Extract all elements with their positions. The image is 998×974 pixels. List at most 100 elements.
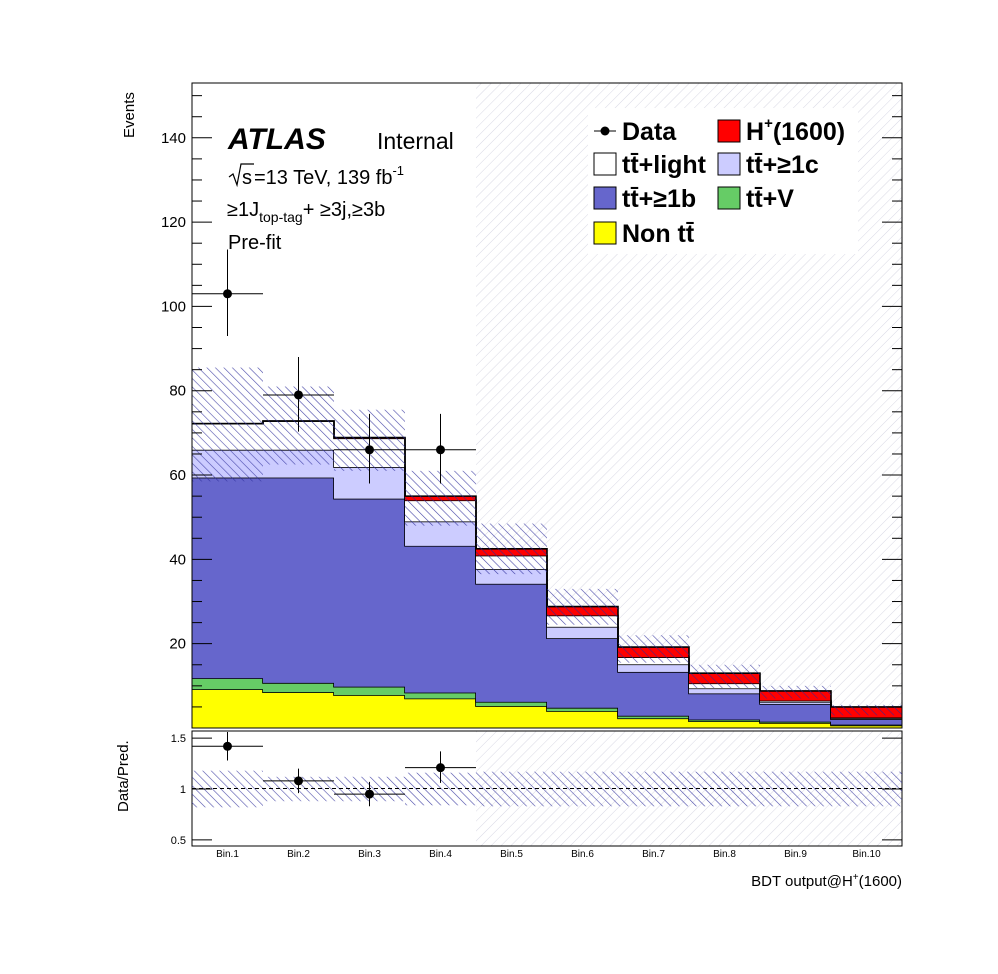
ratio-point-bin3 — [334, 781, 405, 807]
x-tick-label: Bin.2 — [287, 849, 310, 860]
bar-tt-1b-bin6 — [547, 638, 618, 708]
bar-tt-v-bin8 — [689, 719, 760, 722]
uncertainty-bin6 — [547, 588, 618, 625]
legend-label: tt̄+≥1c — [746, 151, 819, 179]
legend-entry: tt̄+≥1b — [593, 185, 696, 213]
ratio-y-tick-label: 0.5 — [171, 835, 186, 847]
legend-label: tt̄+V — [746, 185, 794, 213]
bar-tt-1c-bin9 — [760, 701, 831, 704]
uncertainty-bin8 — [689, 664, 760, 688]
bar-tt-1c-bin7 — [618, 664, 689, 672]
energy-lumi: =13 TeV, 139 fb-1 — [254, 163, 404, 189]
bar-non-tt-bin6 — [547, 711, 618, 728]
bar-tt-1b-bin8 — [689, 693, 760, 720]
y-tick-label: 80 — [169, 383, 186, 400]
bar-non-tt-bin4 — [405, 698, 476, 728]
bar-non-tt-bin7 — [618, 718, 689, 728]
atlas-annotation: ATLAS Internal s =13 TeV, 139 fb-1 ≥1Jto… — [227, 123, 454, 254]
series-tt-1b — [192, 476, 902, 725]
sqrt-symbol — [228, 163, 254, 188]
bar-tt-v-bin1 — [192, 678, 263, 690]
y-axis-main: 20 40 60 80 100 120 140 — [161, 95, 902, 708]
legend-entry: tt̄+light — [593, 151, 707, 179]
data-points — [192, 249, 476, 484]
legend-label: Data — [622, 118, 677, 146]
bar-tt-1b-bin9 — [760, 703, 831, 722]
data-point-bin2 — [263, 357, 334, 432]
ratio-uncertainty-bin6 — [547, 771, 618, 807]
bar-non-tt-bin8 — [689, 721, 760, 728]
legend-swatch — [593, 186, 617, 210]
bar-non-tt-bin10 — [831, 725, 902, 728]
ratio-y-tick-label: 1.5 — [171, 733, 186, 745]
bar-tt-1c-bin8 — [689, 688, 760, 694]
bar-tt-1b-bin4 — [405, 545, 476, 693]
bar-non-tt-bin9 — [760, 722, 831, 728]
y-tick-label: 100 — [161, 298, 186, 315]
ratio-points — [192, 732, 476, 807]
y-axis-label: Events — [121, 92, 138, 138]
data-point-bin1 — [192, 249, 263, 336]
bar-tt-1c-bin6 — [547, 626, 618, 639]
ratio-point-bin4 — [405, 751, 476, 783]
legend-entry: Data — [594, 118, 677, 146]
x-tick-label: Bin.9 — [784, 849, 807, 860]
x-tick-label: Bin.6 — [571, 849, 594, 860]
bar-tt-v-bin2 — [263, 682, 334, 693]
outline-tt-1b — [192, 476, 902, 720]
x-tick-label: Bin.4 — [429, 849, 452, 860]
legend-marker-data — [600, 126, 610, 136]
legend-swatch — [717, 186, 741, 210]
y-tick-label: 40 — [169, 551, 186, 568]
x-axis-label: BDT output@H+(1600) — [751, 872, 902, 890]
legend-label: H+(1600) — [746, 115, 845, 146]
uncertainty-bin10 — [831, 704, 902, 716]
data-point-bin4 — [405, 413, 476, 484]
legend-label: Non tt̄ — [622, 220, 695, 248]
bar-tt-1b-bin3 — [334, 498, 405, 687]
bar-tt-v-bin4 — [405, 692, 476, 699]
legend-entry: H+(1600) — [717, 115, 845, 146]
bar-tt-v-bin6 — [547, 707, 618, 712]
ratio-uncertainty-bin9 — [760, 771, 831, 807]
legend: Data H+(1600) tt̄+light tt̄+≥1c tt̄+≥1b tt̄+V… — [588, 108, 858, 254]
bar-tt-1b-bin7 — [618, 671, 689, 716]
bar-non-tt-bin5 — [476, 706, 547, 728]
legend-entry: tt̄+≥1c — [717, 151, 819, 179]
x-tick-label: Bin.1 — [216, 849, 239, 860]
y-tick-label: 60 — [169, 467, 186, 484]
uncertainty-bin1 — [192, 367, 263, 482]
bar-tt-1b-bin2 — [263, 477, 334, 683]
x-tick-label: Bin.7 — [642, 849, 665, 860]
bar-non-tt-bin3 — [334, 695, 405, 728]
y-tick-label: 120 — [161, 214, 186, 231]
energy-lumi-label: s =13 TeV, 139 fb-1 — [228, 163, 404, 189]
bar-non-tt-bin2 — [263, 692, 334, 728]
ratio-uncertainty-bin8 — [689, 771, 760, 807]
main-frame — [191, 82, 903, 729]
legend-swatch — [593, 152, 617, 176]
legend-swatch — [717, 119, 741, 143]
legend-entry: tt̄+V — [717, 185, 794, 213]
bar-tt-v-bin7 — [618, 715, 689, 719]
fit-state-label: Pre-fit — [228, 232, 282, 254]
legend-label: tt̄+≥1b — [622, 185, 696, 213]
uncertainty-bin7 — [618, 635, 689, 663]
selection-label: ≥1Jtop-tag+ ≥3j,≥3b — [227, 199, 385, 225]
uncertainty-band — [192, 367, 902, 716]
uncertainty-bin5 — [476, 523, 547, 575]
bar-tt-v-bin3 — [334, 686, 405, 696]
y-tick-label: 140 — [161, 130, 186, 147]
data-point-bin3 — [334, 413, 405, 484]
x-tick-label: Bin.10 — [852, 849, 881, 860]
legend-swatch — [717, 152, 741, 176]
ratio-y-axis-label: Data/Pred. — [115, 740, 132, 812]
bar-tt-v-bin5 — [476, 701, 547, 707]
bar-tt-1b-bin5 — [476, 583, 547, 702]
x-tick-label: Bin.5 — [500, 849, 523, 860]
legend-entry: Non tt̄ — [593, 220, 695, 248]
internal-label: Internal — [377, 128, 454, 154]
ratio-point-bin1 — [192, 732, 263, 761]
x-tick-label: Bin.3 — [358, 849, 381, 860]
